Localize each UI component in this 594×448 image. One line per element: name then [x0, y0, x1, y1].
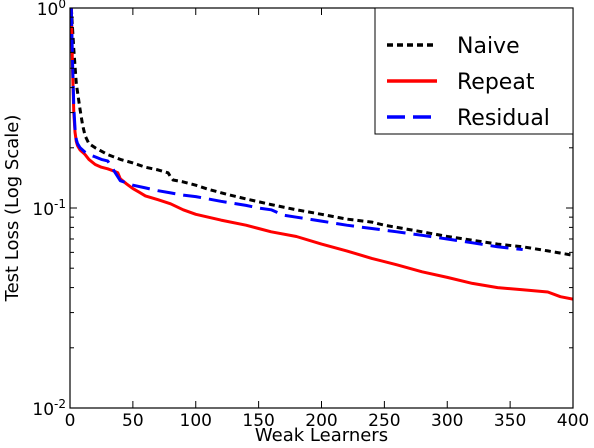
y-tick-label: 10-2	[32, 397, 66, 420]
x-tick-label: 300	[431, 411, 463, 431]
series-line-naive	[70, 8, 573, 257]
y-axis-title: Test Loss (Log Scale)	[2, 115, 23, 303]
x-tick-label: 100	[180, 411, 212, 431]
legend: Naive Repeat Residual	[374, 7, 574, 135]
x-tick-label: 250	[368, 411, 400, 431]
x-tick-label: 400	[557, 411, 589, 431]
x-tick-label: 350	[494, 411, 526, 431]
series-line-residual	[70, 8, 523, 251]
series-group	[70, 8, 573, 301]
y-tick-label: 100	[37, 0, 66, 20]
legend-box	[374, 7, 574, 135]
series-line-repeat	[70, 8, 573, 301]
legend-label-residual: Residual	[457, 106, 550, 131]
x-tick-label: 0	[65, 411, 76, 431]
x-tick-label: 50	[122, 411, 144, 431]
y-tick-label: 10-1	[32, 197, 66, 220]
x-tick-label: 150	[242, 411, 274, 431]
legend-label-naive: Naive	[457, 34, 520, 59]
x-tick-label: 200	[305, 411, 337, 431]
legend-label-repeat: Repeat	[457, 70, 535, 95]
x-axis-title: Weak Learners	[255, 425, 388, 444]
